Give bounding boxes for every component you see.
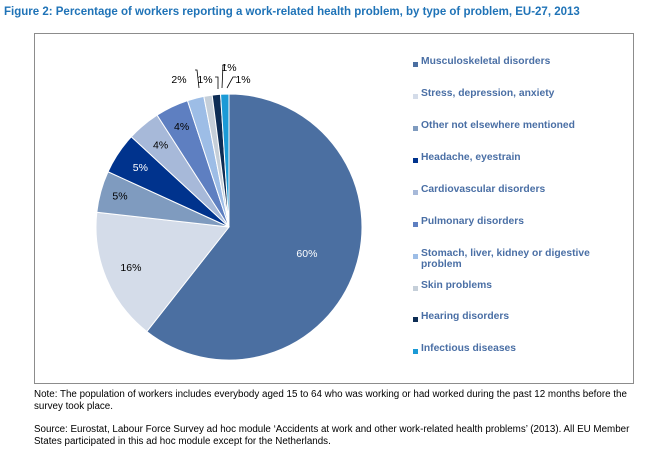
legend-label: Stress, depression, anxiety <box>421 88 555 99</box>
slice-data-label: 4% <box>174 121 189 133</box>
slice-data-label: 60% <box>296 248 317 260</box>
leader-line <box>195 69 200 89</box>
legend-label: Other not elsewhere mentioned <box>421 120 575 131</box>
legend-swatch <box>413 190 418 195</box>
legend-label: Cardiovascular disorders <box>421 184 546 195</box>
pie-chart: 60%16%5%5%4%4%2% 1%1%1% <box>95 62 363 361</box>
note-text: Note: The population of workers includes… <box>34 389 627 412</box>
legend-swatch <box>413 62 418 67</box>
slice-data-label: 2% <box>171 74 186 86</box>
legend-label: Skin problems <box>421 280 492 291</box>
legend-swatch <box>413 222 418 227</box>
legend-label: Musculoskeletal disorders <box>421 56 551 67</box>
slice-data-label: 5% <box>112 191 127 203</box>
legend-swatch <box>413 126 418 131</box>
legend-label: Headache, eyestrain <box>421 152 521 163</box>
legend-swatch <box>413 254 418 259</box>
legend-swatch <box>413 349 418 354</box>
slice-data-label: 1% <box>197 74 212 86</box>
pie-slice <box>95 211 230 333</box>
slice-data-label: 5% <box>133 162 148 174</box>
legend-label: Infectious diseases <box>421 343 516 354</box>
figure-title: Figure 2: Percentage of workers reportin… <box>4 6 580 18</box>
pie-slice <box>220 93 230 228</box>
slice-data-label: 4% <box>153 139 168 151</box>
chart-area: 60% 16% 5% 5% 4% 4% 2% 1% 1% 1% Musculoskeletal d… <box>34 33 634 384</box>
legend-label: Pulmonary disorders <box>421 216 524 227</box>
legend-swatch <box>413 158 418 163</box>
slice-data-label: 1% <box>235 74 250 86</box>
legend-swatch <box>413 286 418 291</box>
leader-line <box>226 76 236 89</box>
slice-data-label: 16% <box>120 262 141 274</box>
slice-data-label: 1% <box>221 62 236 74</box>
leader-line <box>215 76 219 89</box>
legend-swatch <box>413 94 418 99</box>
source-text: Source: Eurostat, Labour Force Survey ad… <box>34 424 630 447</box>
legend-swatch <box>413 317 418 322</box>
legend-label: Stomach, liver, kidney or digestive prob… <box>421 248 590 270</box>
legend-label: Hearing disorders <box>421 311 510 322</box>
leader-line <box>221 64 226 89</box>
pie-slice <box>146 93 363 361</box>
